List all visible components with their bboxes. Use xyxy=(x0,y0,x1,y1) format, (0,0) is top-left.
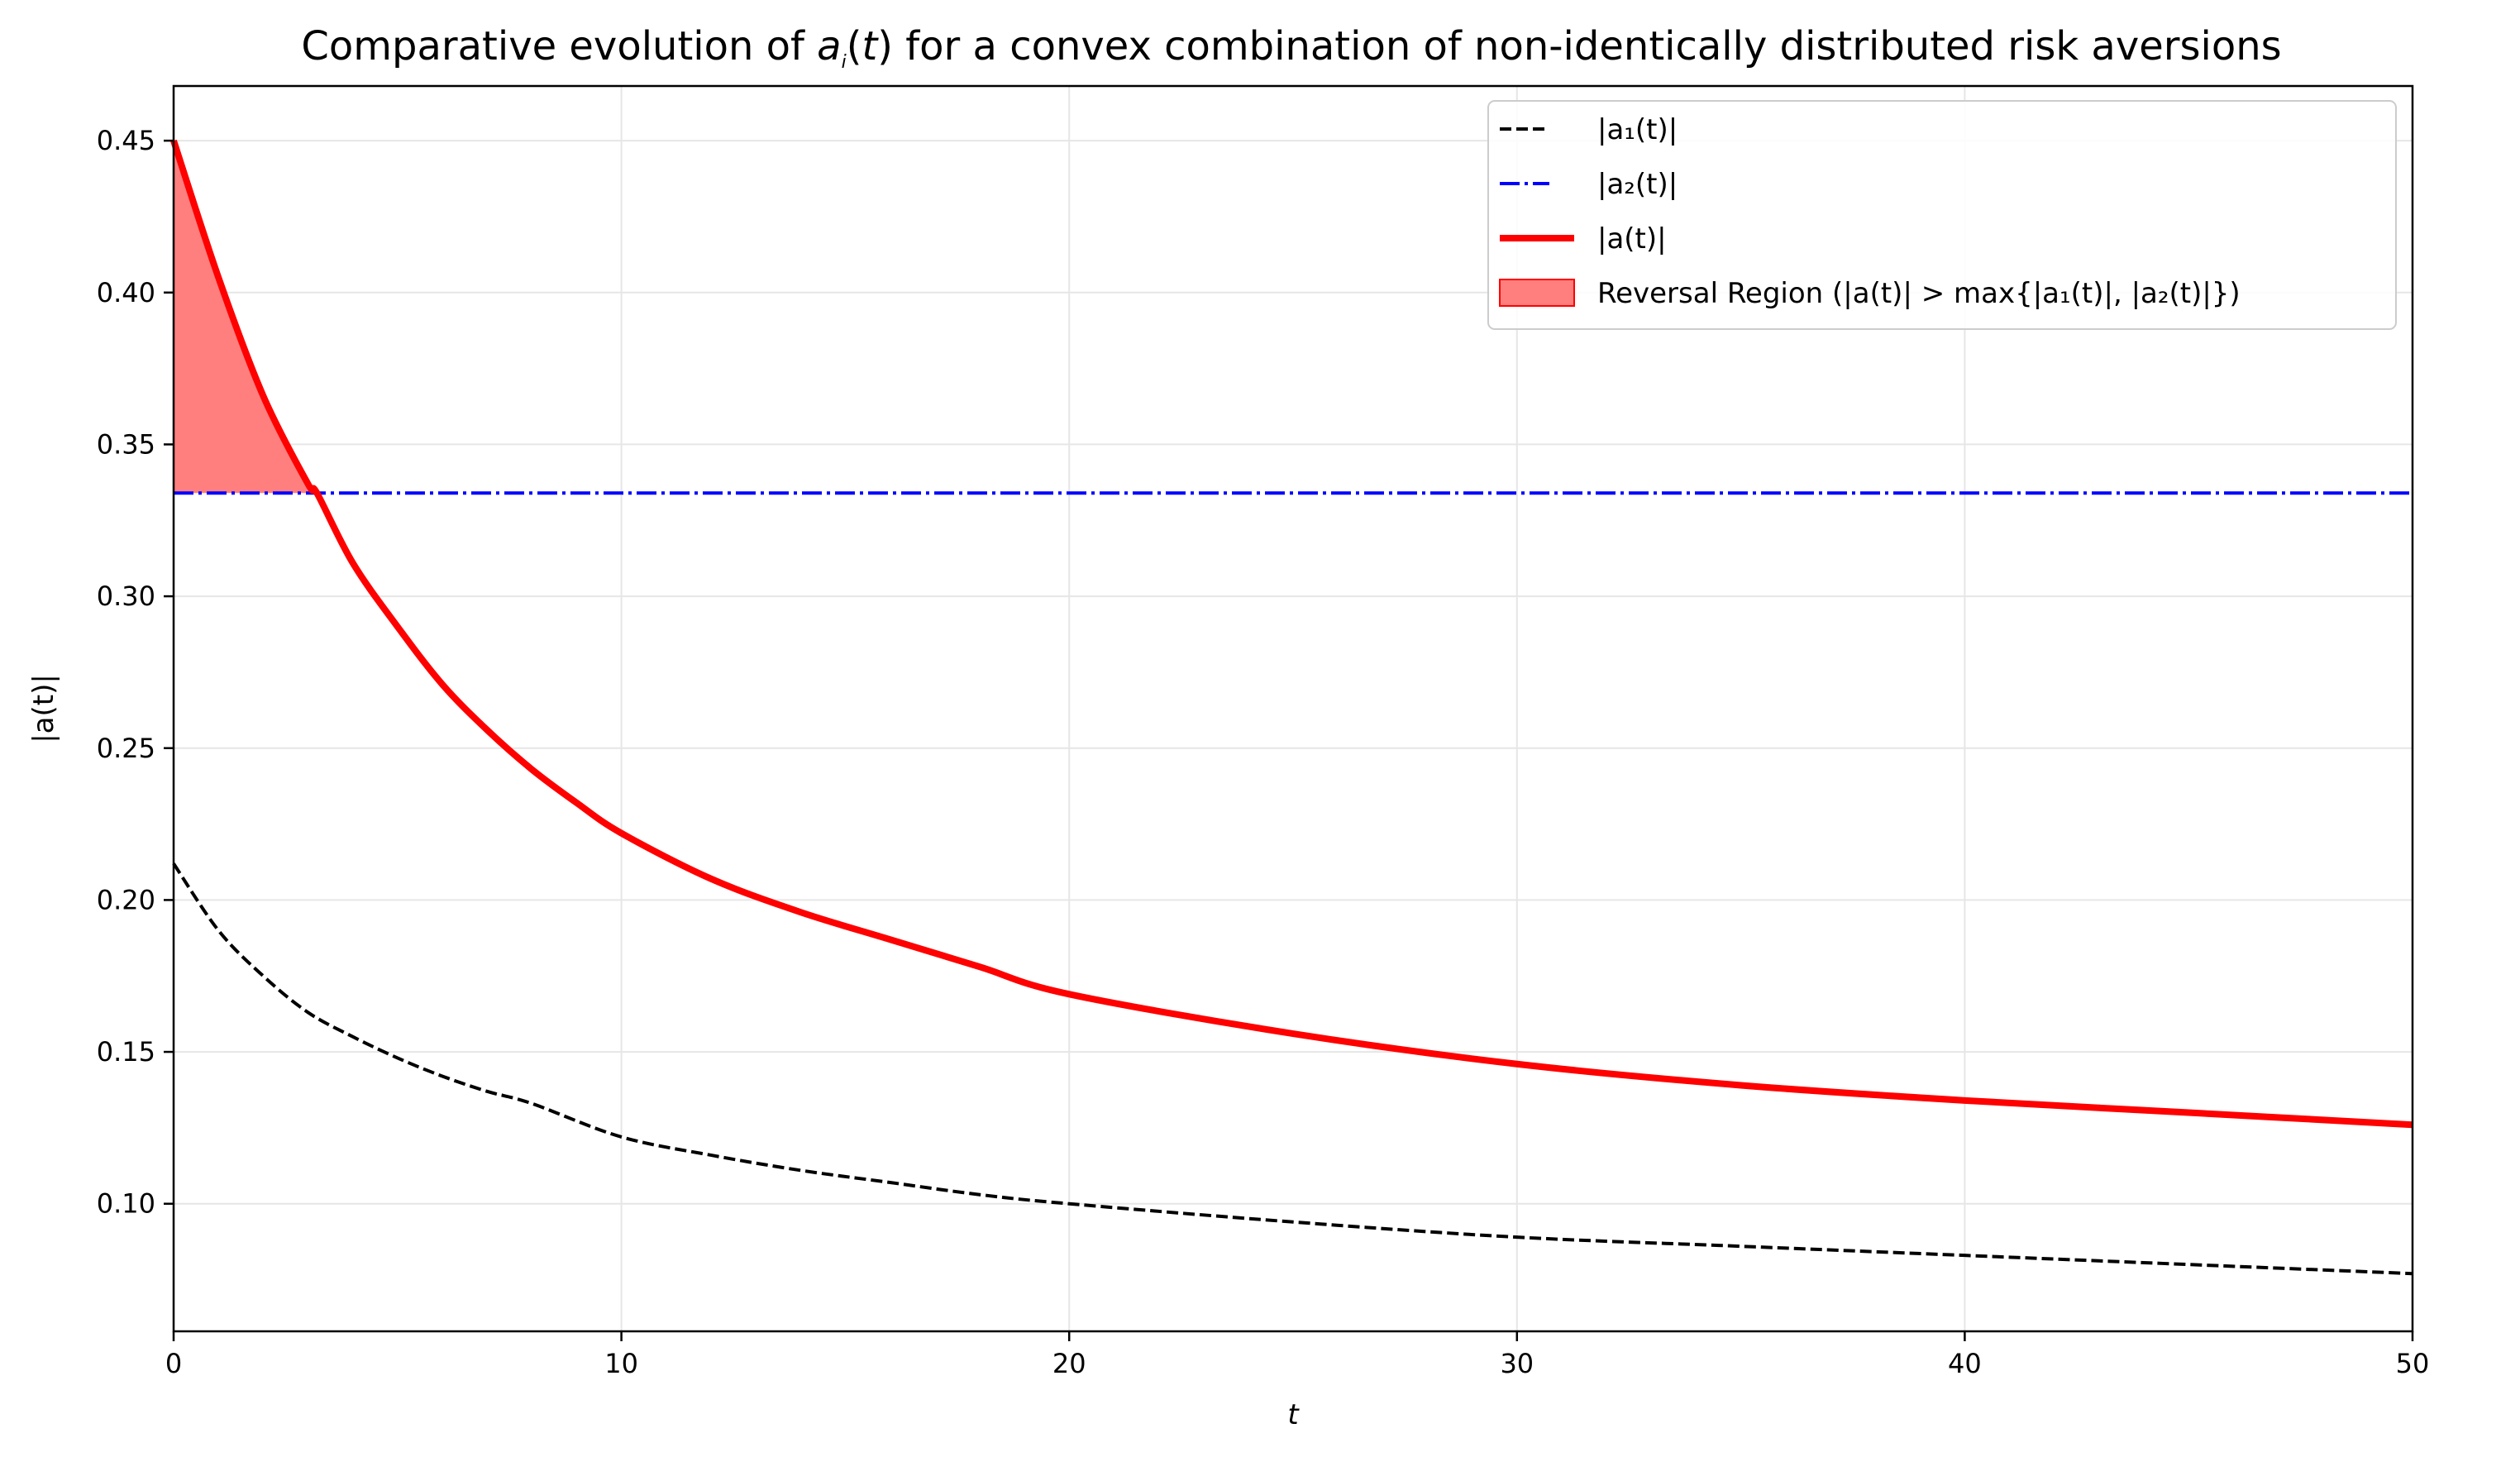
y-tick-label: 0.35 xyxy=(97,428,155,460)
y-tick-label: 0.20 xyxy=(97,884,155,915)
legend-label-a1: |a₁(t)| xyxy=(1597,113,1678,146)
y-axis-label: |a(t)| xyxy=(27,674,60,743)
y-tick-label: 0.15 xyxy=(97,1036,155,1068)
legend-swatch-reversal xyxy=(1499,279,1575,307)
reversal-region-fill xyxy=(174,141,317,494)
x-tick-label: 30 xyxy=(1500,1348,1534,1379)
y-tick-label: 0.25 xyxy=(97,733,155,764)
chart-title: Comparative evolution of ai(t) for a con… xyxy=(301,23,2281,73)
y-tick-label: 0.30 xyxy=(97,580,155,612)
series-lines xyxy=(170,139,2413,1276)
x-tick-label: 0 xyxy=(165,1348,182,1379)
reversal-region-group xyxy=(174,141,317,494)
x-axis-ticks: 0 10 20 30 40 50 xyxy=(165,1331,2430,1379)
y-axis-ticks: 0.10 0.15 0.20 0.25 0.30 0.35 0.40 0.45 xyxy=(97,125,174,1220)
series-line-a1 xyxy=(172,862,2413,1276)
grid-lines xyxy=(173,86,2413,1331)
legend-label-reversal: Reversal Region (|a(t)| > max{|a₁(t)|, |… xyxy=(1597,277,2241,310)
x-tick-label: 10 xyxy=(604,1348,638,1379)
x-tick-label: 20 xyxy=(1052,1348,1086,1379)
x-axis-label: t xyxy=(1287,1398,1300,1431)
legend-label-a: |a(t)| xyxy=(1597,222,1667,256)
legend-label-a2: |a₂(t)| xyxy=(1597,168,1678,201)
x-tick-label: 50 xyxy=(2396,1348,2430,1379)
y-tick-label: 0.10 xyxy=(97,1188,155,1220)
legend-box xyxy=(1487,100,2397,330)
plot-frame xyxy=(172,84,2414,1333)
y-tick-label: 0.40 xyxy=(97,277,155,308)
x-tick-label: 40 xyxy=(1948,1348,1982,1379)
series-line-a xyxy=(170,139,2413,1129)
legend: |a₁(t)| |a₂(t)| |a(t)| Reversal Region (… xyxy=(1487,100,2397,330)
y-tick-label: 0.45 xyxy=(97,125,155,156)
